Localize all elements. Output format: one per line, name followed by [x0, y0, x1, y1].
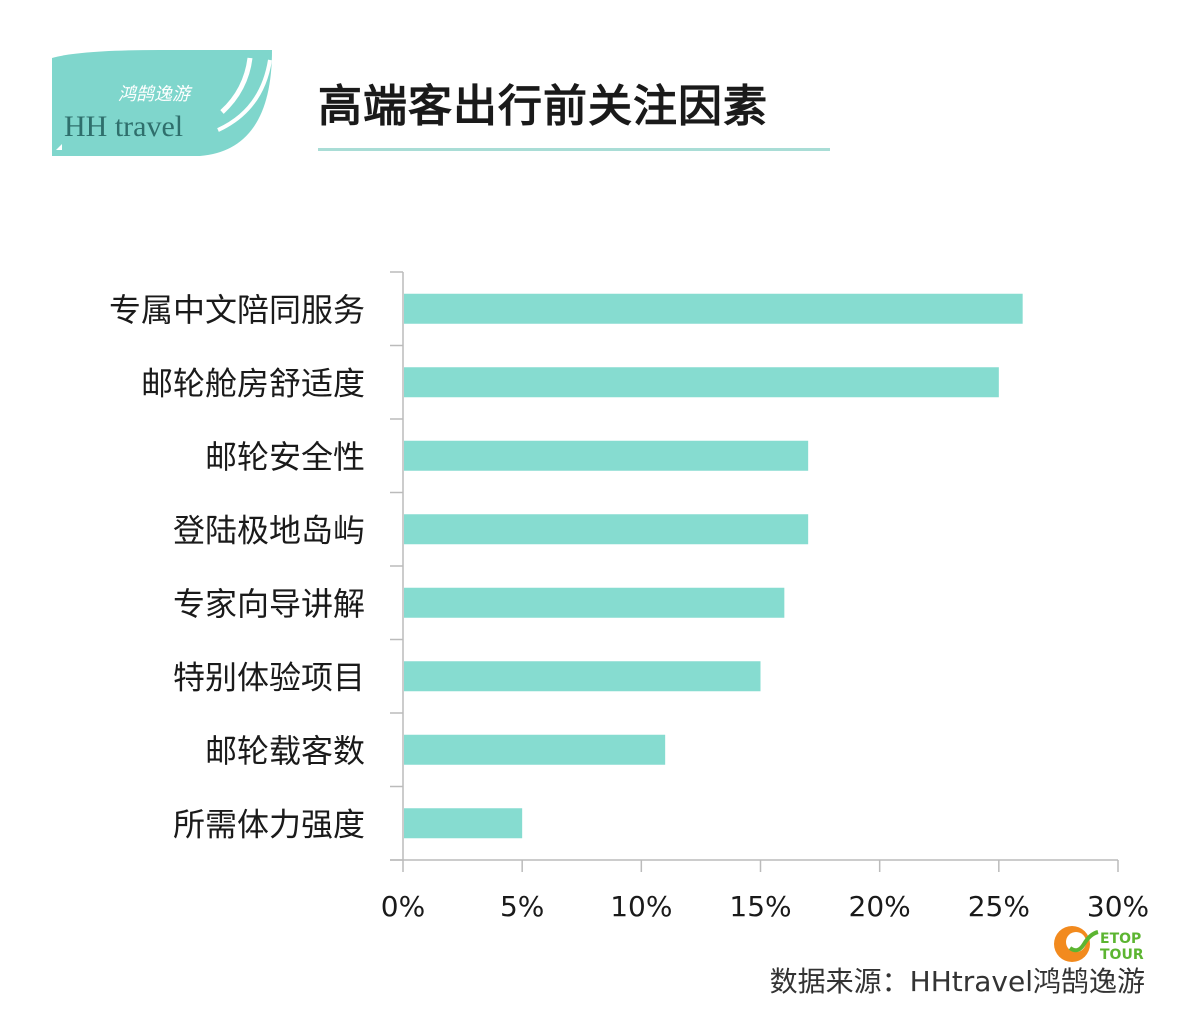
bar — [404, 367, 999, 398]
category-label: 专属中文陪同服务 — [109, 291, 365, 329]
svg-text:HH travel: HH travel — [64, 110, 183, 143]
bar — [404, 514, 809, 545]
category-label: 邮轮安全性 — [205, 438, 365, 476]
x-tick-label: 20% — [849, 890, 911, 923]
bar — [404, 661, 761, 692]
category-label: 所需体力强度 — [173, 805, 365, 843]
chart-title: 高端客出行前关注因素 — [318, 81, 768, 132]
x-tick-label: 25% — [968, 890, 1030, 923]
x-tick-label: 5% — [500, 890, 544, 923]
svg-text:鸿鹄逸游: 鸿鹄逸游 — [118, 84, 193, 105]
bar — [404, 440, 809, 471]
bar — [404, 293, 1023, 324]
title-underline — [318, 148, 830, 151]
bar — [404, 734, 666, 765]
category-label: 邮轮载客数 — [205, 732, 365, 770]
category-label: 登陆极地岛屿 — [173, 511, 365, 549]
category-label: 邮轮舱房舒适度 — [141, 364, 365, 402]
x-tick-label: 15% — [729, 890, 791, 923]
x-tick-label: 30% — [1087, 890, 1149, 923]
category-label: 特别体验项目 — [173, 658, 365, 696]
bar — [404, 808, 523, 839]
bar — [404, 587, 785, 618]
hh-travel-logo: 鸿鹄逸游 HH travel — [52, 50, 272, 156]
x-tick-label: 10% — [610, 890, 672, 923]
category-label: 专家向导讲解 — [173, 585, 365, 623]
data-source: 数据来源：HHtravel鸿鹄逸游 — [769, 965, 1145, 998]
x-tick-label: 0% — [381, 890, 425, 923]
